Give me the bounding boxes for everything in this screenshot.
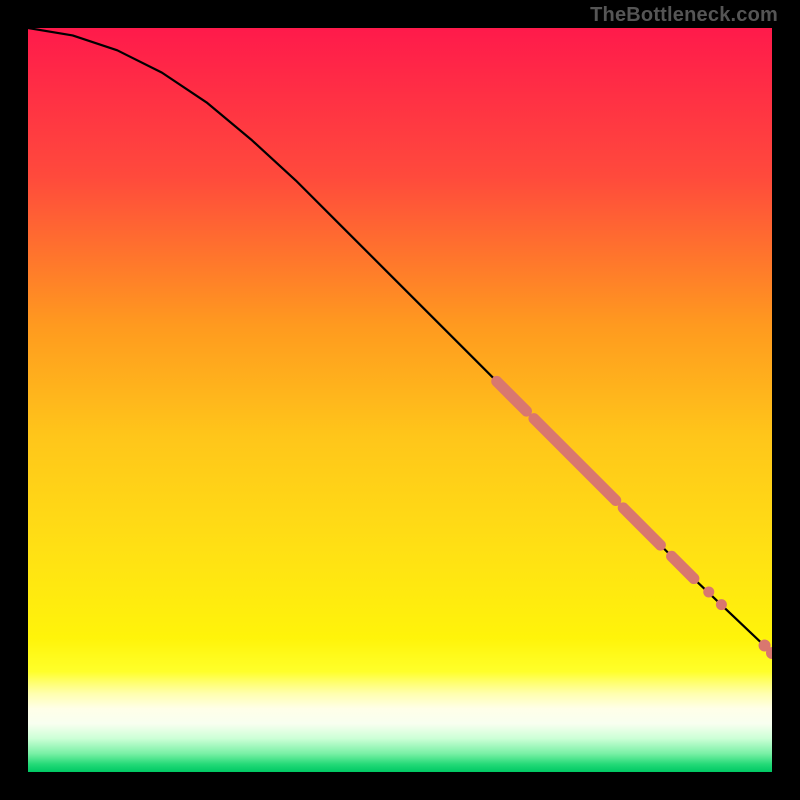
figure-root: TheBottleneck.com: [0, 0, 800, 800]
marker-dot: [703, 586, 714, 597]
marker-dot: [716, 599, 727, 610]
plot-area: [28, 28, 772, 772]
plot-background: [28, 28, 772, 772]
attribution-text: TheBottleneck.com: [590, 4, 778, 27]
